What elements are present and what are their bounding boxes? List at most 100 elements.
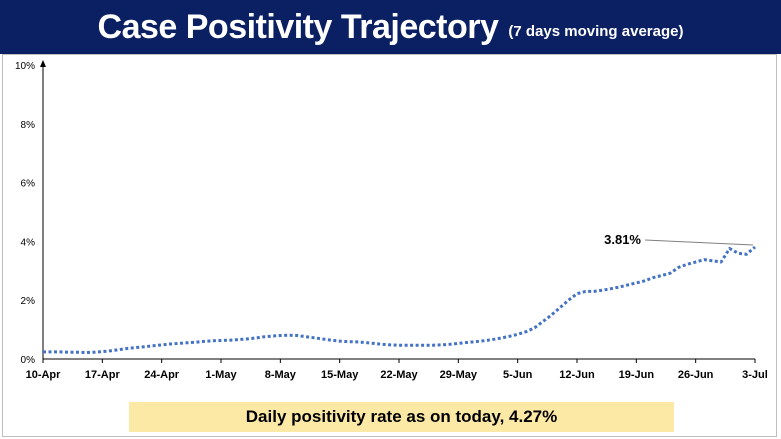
series-point <box>585 291 587 293</box>
series-point <box>432 344 434 346</box>
series-point <box>102 351 104 353</box>
x-tick-label: 17-Apr <box>85 369 121 381</box>
series-point <box>602 289 604 291</box>
series-point <box>627 284 629 286</box>
x-tick-label: 26-Jun <box>678 369 714 381</box>
x-tick-label: 5-Jun <box>503 369 533 381</box>
series-point <box>296 335 298 337</box>
chart-frame: 0% 2% 4% 6% 8% 10% 10-Apr 17-Apr 24-Apr 1-May 8-Ma… <box>2 54 777 437</box>
series-point <box>313 337 315 339</box>
series-point <box>746 254 748 256</box>
series-point <box>424 344 426 346</box>
y-tick-label: 6% <box>21 179 36 190</box>
series-point <box>271 335 273 337</box>
series-point <box>178 343 180 345</box>
series-point <box>568 299 570 301</box>
series-point <box>678 266 680 268</box>
series-point <box>729 248 731 250</box>
positivity-banner: Daily positivity rate as on today, 4.27% <box>129 402 674 432</box>
series-point <box>347 341 349 343</box>
positivity-series-line <box>43 245 756 354</box>
series-point <box>695 261 697 263</box>
series-point <box>364 342 366 344</box>
series-point <box>68 351 70 353</box>
series-point <box>593 291 595 293</box>
series-point <box>229 339 231 341</box>
x-tick-label: 29-May <box>440 369 478 381</box>
series-point <box>559 307 561 309</box>
y-tick-label: 10% <box>15 61 35 72</box>
x-tick-label: 22-May <box>380 369 418 381</box>
x-tick-label: 1-May <box>205 369 237 381</box>
series-point <box>720 261 722 263</box>
x-tick-label: 10-Apr <box>26 369 62 381</box>
page-subtitle: (7 days moving average) <box>508 22 684 40</box>
series-point <box>152 345 154 347</box>
series-point <box>534 327 536 329</box>
series-point <box>144 346 146 348</box>
series-point <box>339 340 341 342</box>
series-point <box>161 344 163 346</box>
header-bar: Case Positivity Trajectory (7 days movin… <box>0 0 781 54</box>
series-point <box>110 350 112 352</box>
series-point <box>636 282 638 284</box>
series-point <box>466 342 468 344</box>
x-tick-label: 12-Jun <box>559 369 595 381</box>
y-axis-arrow-icon <box>40 60 46 67</box>
x-tick-label: 19-Jun <box>619 369 655 381</box>
series-point <box>652 277 654 279</box>
series-point <box>280 335 282 337</box>
y-tick-label: 2% <box>21 296 36 307</box>
x-tick-label: 8-May <box>265 369 297 381</box>
y-tick-label: 8% <box>21 120 36 131</box>
series-point <box>619 286 621 288</box>
series-point <box>703 259 705 261</box>
series-point <box>483 340 485 342</box>
series-point <box>500 337 502 339</box>
series-point <box>669 272 671 274</box>
series-point <box>59 351 61 353</box>
series-point <box>169 343 171 345</box>
annotation-label: 3.81% <box>604 232 641 247</box>
banner-text: Daily positivity rate as on today, 4.27% <box>245 407 558 426</box>
series-point <box>76 351 78 353</box>
series-point <box>508 336 510 338</box>
series-point <box>220 340 222 342</box>
series-point <box>407 344 409 346</box>
series-point <box>288 334 290 336</box>
series-point <box>118 349 120 351</box>
series-point <box>415 344 417 346</box>
series-point <box>381 344 383 346</box>
series-point <box>212 340 214 342</box>
series-point <box>610 288 612 290</box>
series-point <box>551 314 553 316</box>
series-point <box>449 344 451 346</box>
series-point <box>356 341 358 343</box>
series-point <box>330 339 332 341</box>
x-tick-label: 15-May <box>321 369 359 381</box>
series-point <box>237 339 239 341</box>
series-point <box>474 341 476 343</box>
series-point <box>322 338 324 340</box>
series-point <box>525 331 527 333</box>
series-point <box>644 280 646 282</box>
series-point <box>85 352 87 354</box>
series-point <box>195 341 197 343</box>
x-tick-label: 3-Jul <box>742 369 768 381</box>
y-tick-label: 0% <box>21 355 36 366</box>
series-point <box>93 351 95 353</box>
series-point <box>576 293 578 295</box>
series-point <box>51 351 53 353</box>
series-point <box>42 351 44 353</box>
series-point <box>737 252 739 254</box>
series-point <box>186 342 188 344</box>
positivity-chart: 0% 2% 4% 6% 8% 10% 10-Apr 17-Apr 24-Apr 1-May 8-Ma… <box>15 60 768 381</box>
series-point <box>263 336 265 338</box>
series-point <box>686 264 688 266</box>
series-point <box>441 344 443 346</box>
x-tick-label: 24-Apr <box>144 369 180 381</box>
series-point <box>305 336 307 338</box>
annotation-leader-line <box>644 239 754 246</box>
series-point <box>127 348 129 350</box>
series-point <box>712 260 714 262</box>
